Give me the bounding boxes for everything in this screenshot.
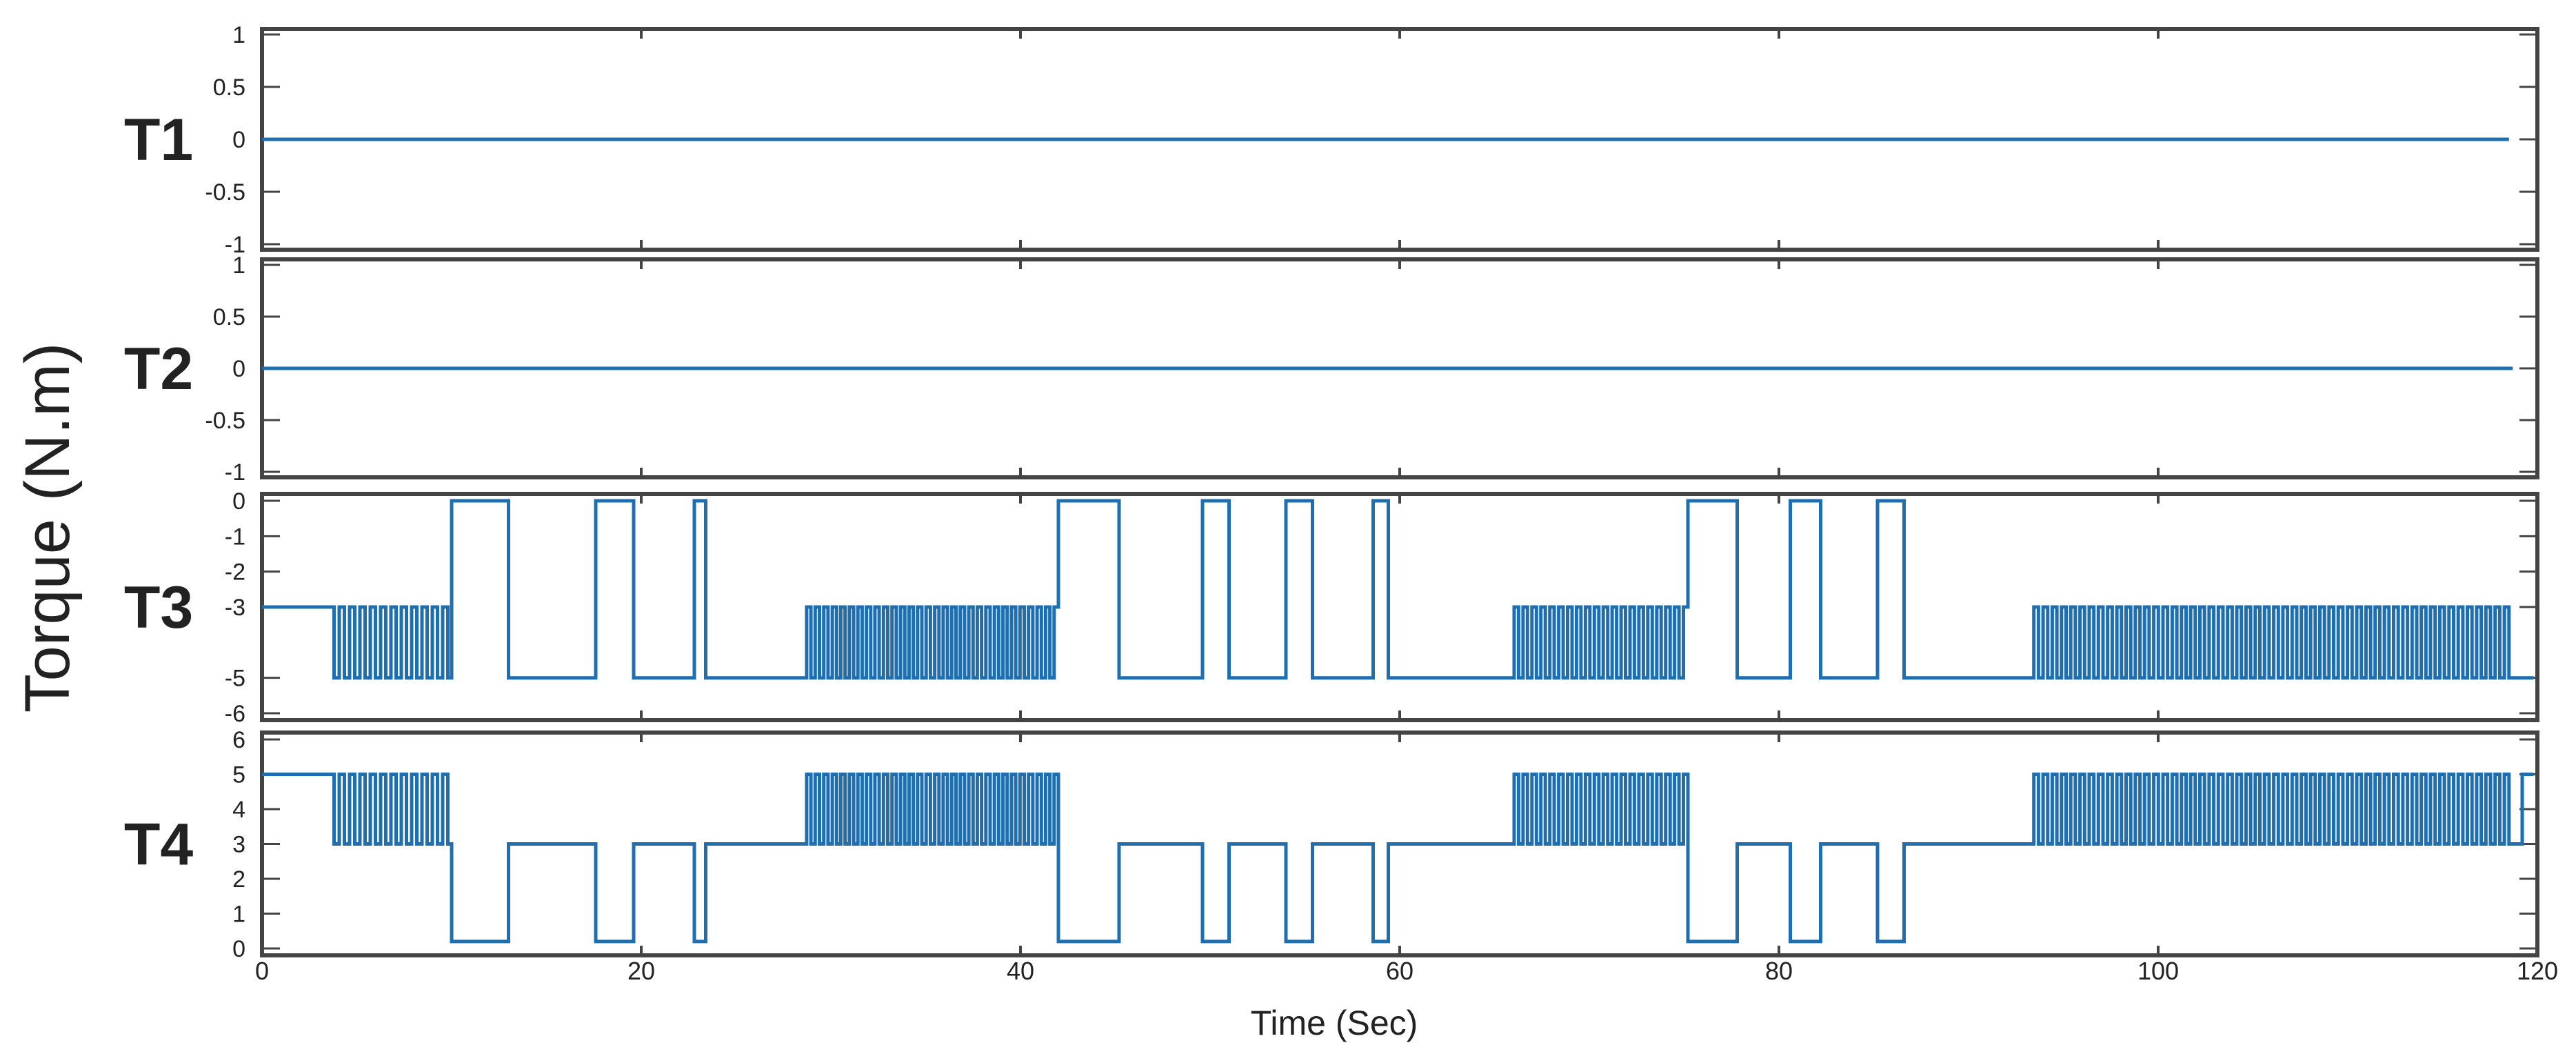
y-tick-label: -2 — [225, 559, 245, 586]
y-tick-label: 4 — [232, 797, 245, 823]
y-tick-label: 0.5 — [213, 304, 245, 330]
y-tick-label: 2 — [232, 866, 245, 893]
y-tick-label: 0 — [232, 488, 245, 515]
y-tick-label: 0.5 — [213, 74, 245, 101]
y-tick-label: 0 — [232, 356, 245, 382]
y-tick-label: 0 — [232, 936, 245, 962]
y-tick-label: -1 — [225, 459, 245, 486]
panel-label: T2 — [124, 336, 193, 402]
y-tick-label: -5 — [225, 666, 245, 692]
panel-label: T4 — [124, 812, 194, 878]
x-tick-label: 40 — [1007, 957, 1034, 985]
x-tick-label: 60 — [1386, 957, 1413, 985]
y-tick-label: -0.5 — [205, 179, 245, 206]
x-tick-label: 0 — [255, 957, 269, 985]
x-tick-label: 80 — [1765, 957, 1793, 985]
x-tick-label: 120 — [2517, 957, 2558, 985]
panel-label: T1 — [124, 107, 193, 173]
y-axis-title: Torque (N.m) — [12, 343, 83, 713]
panel-t1: -1 -0.5 0 0.5 1 T1 — [124, 22, 2539, 258]
x-axis-title: Time (Sec) — [1251, 1004, 1418, 1042]
x-tick-label: 100 — [2137, 957, 2179, 985]
series-line-t4 — [262, 773, 2534, 944]
series-line-t3 — [262, 499, 2534, 680]
y-tick-label: 0 — [232, 127, 245, 153]
y-tick-label: -1 — [225, 524, 245, 550]
panel-t3: 0 -1 -2 -3 -5 -6 T3 — [124, 488, 2539, 727]
y-tick-label: -1 — [225, 232, 245, 258]
y-tick-label: 3 — [232, 832, 245, 858]
panel-label: T3 — [124, 575, 193, 641]
panel-t4: 0 1 2 3 4 5 6 T4 — [124, 727, 2539, 962]
y-tick-label: 1 — [232, 252, 245, 279]
y-tick-label: 1 — [232, 902, 245, 928]
y-tick-label: 5 — [232, 762, 245, 788]
x-tick-label: 20 — [627, 957, 655, 985]
y-tick-label: -6 — [225, 701, 245, 727]
y-tick-label: -3 — [225, 595, 245, 621]
y-tick-label: -0.5 — [205, 408, 245, 434]
y-tick-label: 6 — [232, 727, 245, 753]
panel-t2: -1 -0.5 0 0.5 1 T2 — [124, 252, 2539, 486]
y-tick-label: 1 — [232, 22, 245, 48]
